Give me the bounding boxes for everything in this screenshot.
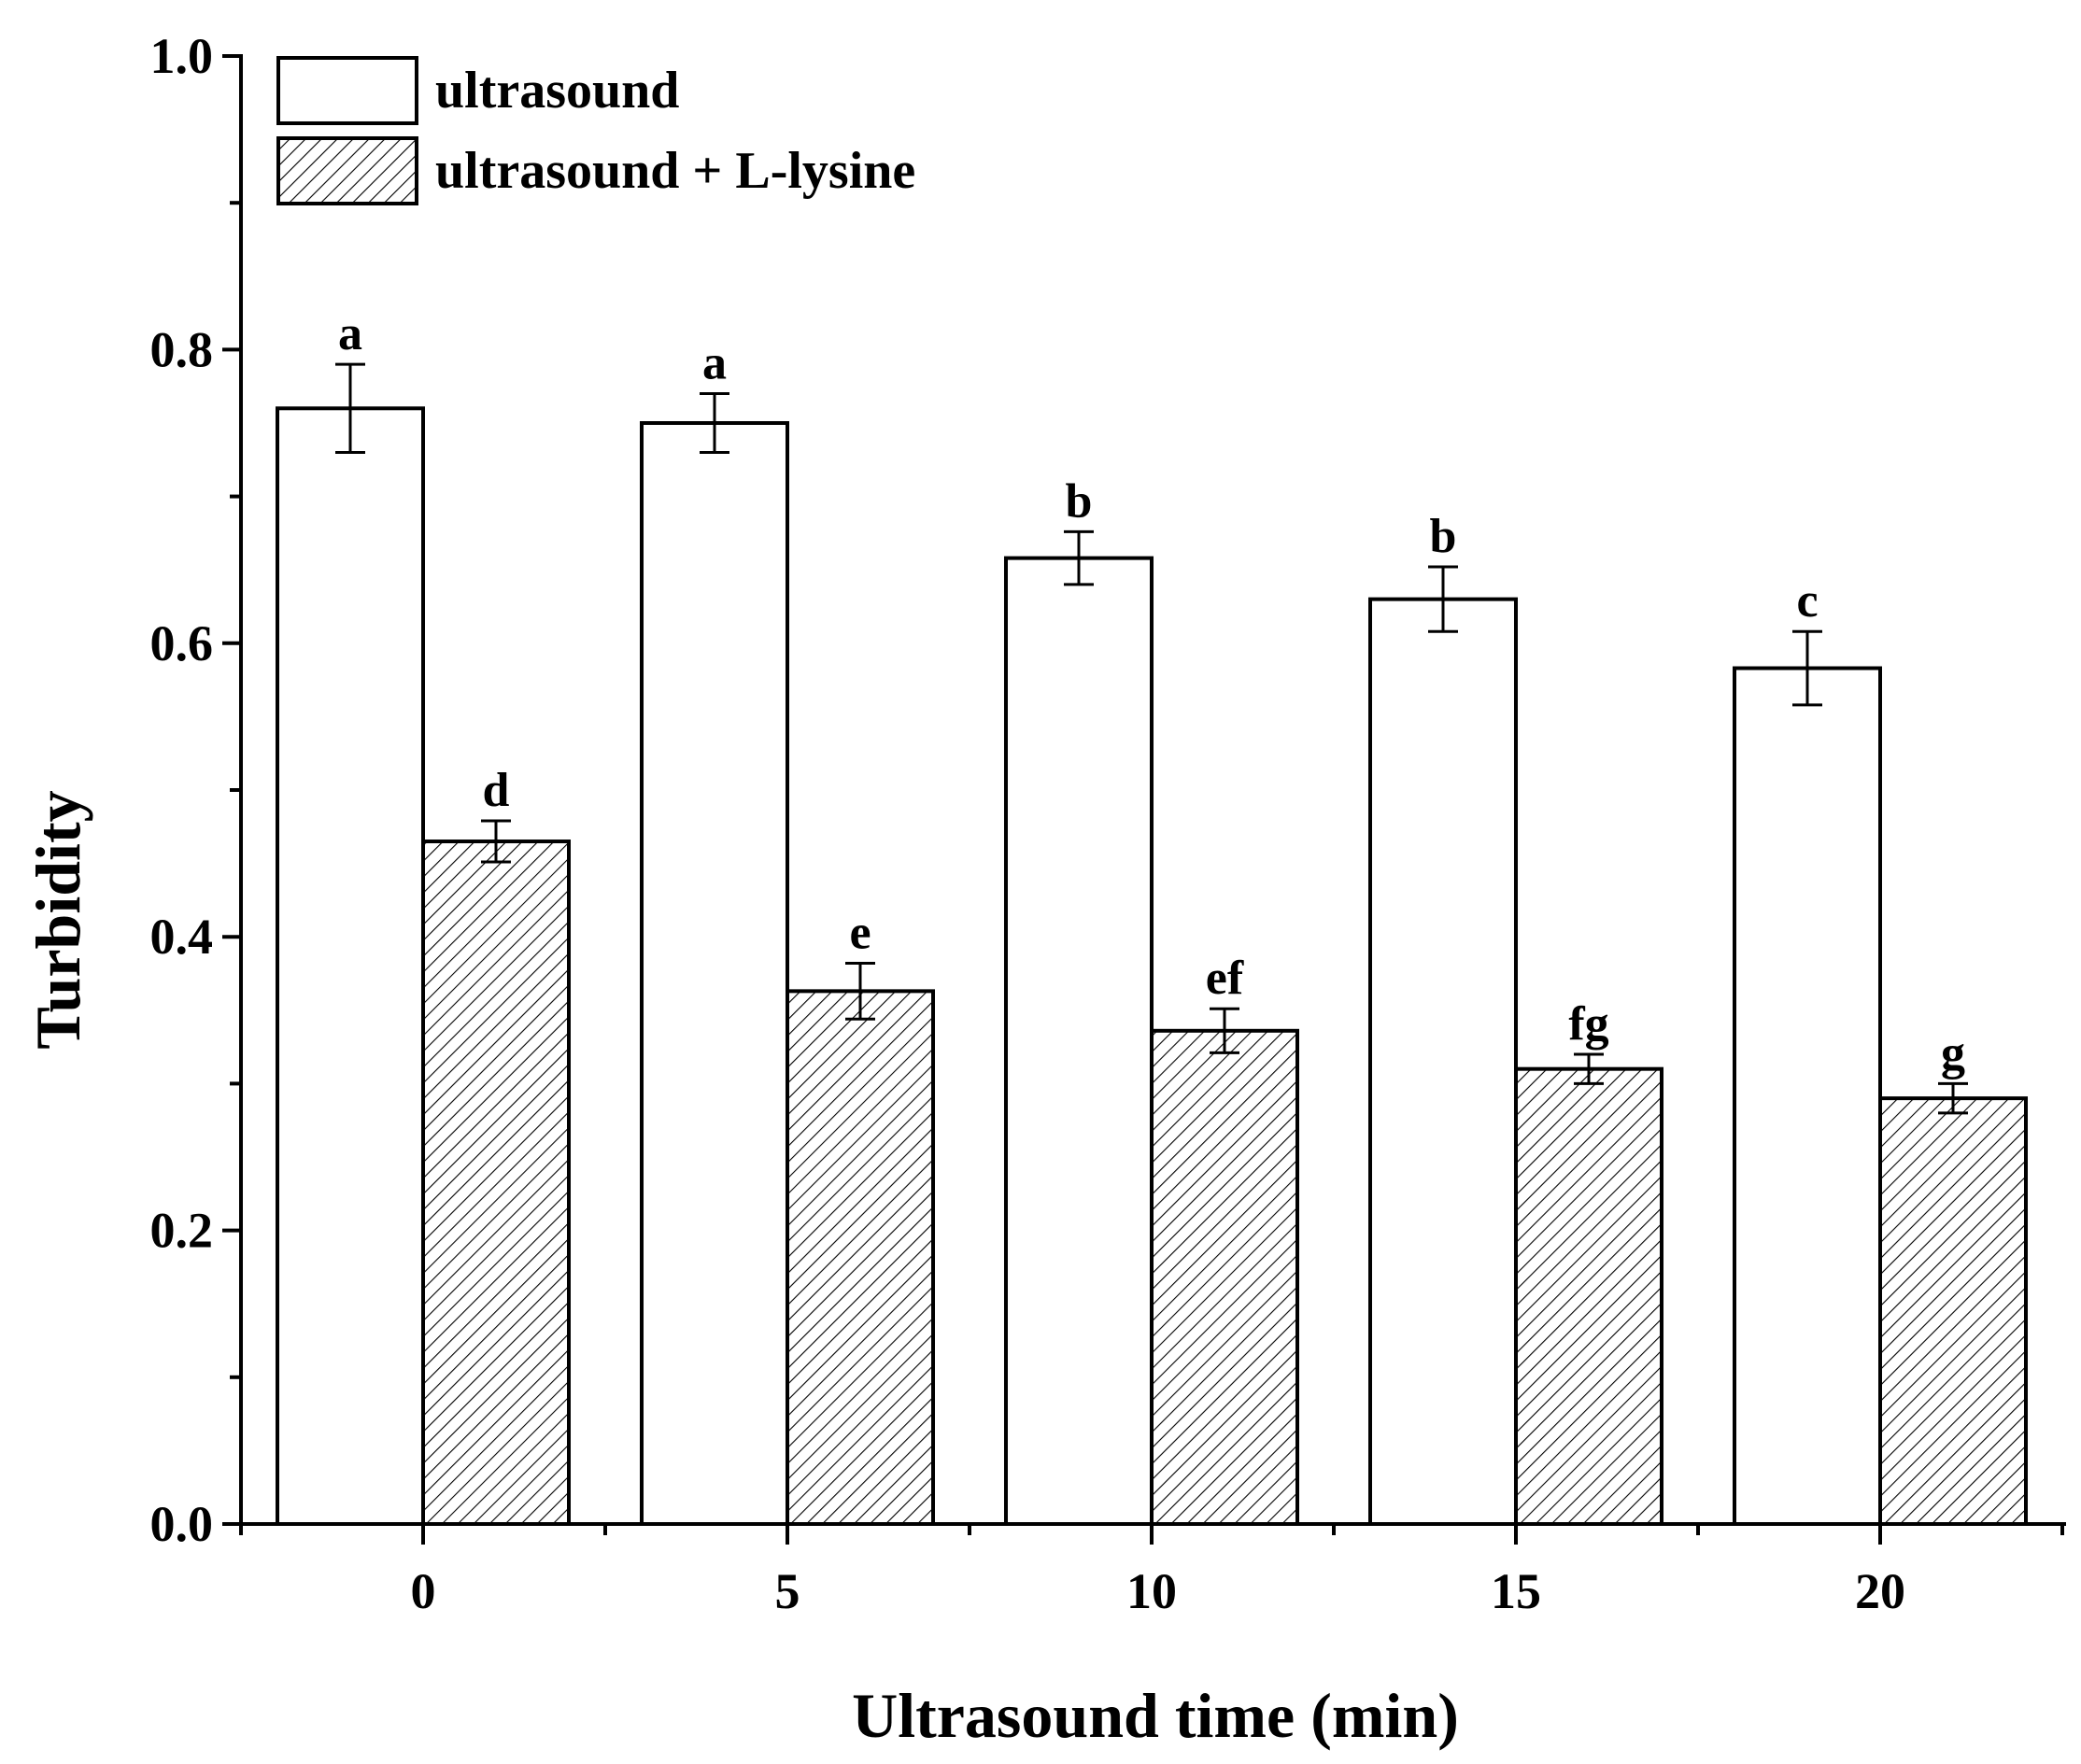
significance-label: d bbox=[483, 764, 510, 817]
bar-ultrasound-lysine-15 bbox=[1514, 1066, 1663, 1527]
y-axis-title: Turbidity bbox=[22, 790, 93, 1049]
significance-label: e bbox=[849, 906, 871, 959]
y-tick-label: 0.0 bbox=[150, 1496, 214, 1552]
error-bar-ultrasound-5 bbox=[700, 392, 729, 454]
y-tick-label: 0.8 bbox=[150, 321, 214, 377]
significance-label: a bbox=[702, 337, 727, 390]
significance-label: g bbox=[1941, 1026, 1965, 1080]
bar-ultrasound-lysine-20 bbox=[1878, 1096, 2028, 1526]
y-tick-label: 1.0 bbox=[150, 28, 214, 84]
bar-ultrasound-10 bbox=[1004, 556, 1154, 1526]
y-tick-label: 0.6 bbox=[150, 615, 214, 671]
x-tick-label: 20 bbox=[1855, 1563, 1905, 1619]
y-tick-label: 0.4 bbox=[150, 909, 214, 965]
legend-label: ultrasound + L-lysine bbox=[435, 142, 915, 200]
error-bar-ultrasound-lysine-10 bbox=[1210, 1007, 1239, 1054]
x-tick-label: 5 bbox=[775, 1563, 800, 1619]
legend-swatch-ultrasound-lysine bbox=[276, 136, 418, 205]
error-bar-ultrasound-20 bbox=[1792, 629, 1822, 707]
legend-swatch-ultrasound bbox=[276, 56, 418, 125]
significance-label: ef bbox=[1206, 952, 1244, 1005]
bar-ultrasound-lysine-5 bbox=[786, 989, 935, 1526]
legend-label: ultrasound bbox=[435, 62, 679, 120]
error-bar-ultrasound-lysine-5 bbox=[845, 961, 875, 1021]
bars-layer: a a b b c d e ef fg g bbox=[276, 307, 2028, 1527]
x-tick-label: 10 bbox=[1126, 1563, 1177, 1619]
significance-label: c bbox=[1796, 574, 1818, 628]
bar-ultrasound-0 bbox=[276, 406, 425, 1526]
bar-ultrasound-lysine-10 bbox=[1150, 1028, 1299, 1526]
bar-ultrasound-20 bbox=[1733, 666, 1882, 1526]
axes-layer: 0.0 0.2 0.4 0.6 0.8 1.0 0 5 10 15 20 bbox=[150, 28, 2066, 1619]
bar-ultrasound-5 bbox=[640, 421, 789, 1526]
error-bar-ultrasound-lysine-15 bbox=[1574, 1052, 1604, 1085]
bar-ultrasound-15 bbox=[1368, 597, 1518, 1526]
significance-label: fg bbox=[1568, 997, 1608, 1051]
significance-label: b bbox=[1066, 474, 1093, 528]
x-tick-label: 15 bbox=[1491, 1563, 1541, 1619]
error-bar-ultrasound-lysine-0 bbox=[481, 819, 511, 864]
error-bar-ultrasound-15 bbox=[1428, 565, 1458, 633]
error-bar-ultrasound-10 bbox=[1064, 529, 1094, 586]
x-tick-label: 0 bbox=[411, 1563, 436, 1619]
error-bar-ultrasound-0 bbox=[335, 362, 365, 454]
bar-ultrasound-lysine-0 bbox=[421, 840, 571, 1526]
x-axis-title: Ultrasound time (min) bbox=[852, 1680, 1459, 1751]
significance-label: a bbox=[338, 307, 362, 360]
y-tick-label: 0.2 bbox=[150, 1203, 214, 1259]
error-bar-ultrasound-lysine-20 bbox=[1938, 1081, 1968, 1115]
significance-label: b bbox=[1430, 510, 1457, 563]
legend: ultrasound ultrasound + L-lysine bbox=[276, 56, 915, 205]
